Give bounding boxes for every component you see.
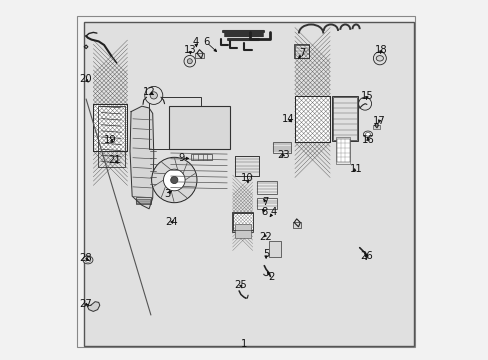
Circle shape xyxy=(170,176,178,184)
Text: 21: 21 xyxy=(107,155,121,165)
FancyArrowPatch shape xyxy=(102,137,121,138)
Bar xyxy=(136,197,151,204)
Bar xyxy=(294,44,309,58)
Bar xyxy=(234,156,259,176)
Text: 6: 6 xyxy=(203,37,209,48)
Text: 24: 24 xyxy=(165,217,178,228)
Text: 12: 12 xyxy=(142,87,155,97)
Bar xyxy=(195,53,204,58)
Bar xyxy=(335,137,349,164)
Bar xyxy=(93,104,127,151)
FancyArrowPatch shape xyxy=(102,143,121,144)
Text: 10: 10 xyxy=(241,173,253,183)
Text: 17: 17 xyxy=(372,116,385,126)
Bar xyxy=(268,241,280,257)
Bar xyxy=(257,198,276,209)
Text: 22: 22 xyxy=(259,232,271,242)
Bar xyxy=(232,213,252,230)
Text: 7: 7 xyxy=(298,48,305,58)
Bar xyxy=(149,97,201,149)
Text: 23: 23 xyxy=(277,150,289,160)
FancyArrowPatch shape xyxy=(102,149,121,150)
Circle shape xyxy=(144,86,163,104)
Circle shape xyxy=(187,59,192,64)
FancyArrowPatch shape xyxy=(102,162,121,163)
Ellipse shape xyxy=(365,132,369,136)
Text: 15: 15 xyxy=(360,91,372,102)
Text: 9: 9 xyxy=(178,153,184,163)
Bar xyxy=(331,96,357,141)
Bar xyxy=(98,106,125,167)
Bar xyxy=(235,156,258,176)
Text: 5: 5 xyxy=(263,249,269,259)
Text: 8: 8 xyxy=(261,207,267,217)
Bar xyxy=(294,96,329,142)
Polygon shape xyxy=(87,302,100,311)
FancyArrowPatch shape xyxy=(102,107,121,108)
Text: 11: 11 xyxy=(349,164,362,174)
Polygon shape xyxy=(130,106,153,209)
Ellipse shape xyxy=(363,131,372,138)
FancyArrowPatch shape xyxy=(102,125,121,126)
Bar xyxy=(168,106,230,149)
Bar xyxy=(336,139,349,162)
Bar xyxy=(273,142,290,153)
Bar xyxy=(373,125,379,129)
FancyArrowPatch shape xyxy=(102,156,121,157)
Text: 4: 4 xyxy=(270,207,276,217)
Ellipse shape xyxy=(85,258,91,262)
Circle shape xyxy=(358,97,371,110)
Circle shape xyxy=(150,92,157,99)
Bar xyxy=(332,97,356,140)
Text: 1: 1 xyxy=(241,339,247,349)
Text: 25: 25 xyxy=(234,280,247,291)
Text: 7: 7 xyxy=(262,197,268,207)
Text: 19: 19 xyxy=(104,135,117,145)
Text: 3: 3 xyxy=(163,189,170,199)
Ellipse shape xyxy=(82,256,93,264)
Bar xyxy=(294,45,308,58)
Bar xyxy=(232,213,252,230)
Bar xyxy=(191,154,212,160)
Bar xyxy=(84,22,413,346)
FancyArrowPatch shape xyxy=(102,113,121,114)
Bar xyxy=(186,60,193,63)
Circle shape xyxy=(151,157,197,203)
Bar xyxy=(231,212,253,232)
Circle shape xyxy=(373,52,386,65)
Text: 2: 2 xyxy=(268,272,274,282)
Text: 28: 28 xyxy=(79,253,92,264)
Ellipse shape xyxy=(375,55,383,61)
Text: 13: 13 xyxy=(183,45,196,55)
FancyArrowPatch shape xyxy=(102,119,121,120)
Bar xyxy=(234,224,250,238)
Text: 4: 4 xyxy=(192,37,199,48)
Text: 26: 26 xyxy=(359,251,372,261)
Text: 20: 20 xyxy=(79,74,92,84)
Text: 16: 16 xyxy=(361,135,374,145)
Text: 27: 27 xyxy=(79,299,92,309)
Circle shape xyxy=(183,55,195,67)
Bar xyxy=(93,104,127,151)
FancyArrowPatch shape xyxy=(102,131,121,132)
Bar xyxy=(136,199,150,203)
Circle shape xyxy=(163,169,185,191)
Bar xyxy=(257,181,276,194)
Text: 14: 14 xyxy=(281,114,293,124)
Bar xyxy=(292,222,301,228)
Bar xyxy=(294,96,329,142)
Text: 18: 18 xyxy=(374,45,387,55)
